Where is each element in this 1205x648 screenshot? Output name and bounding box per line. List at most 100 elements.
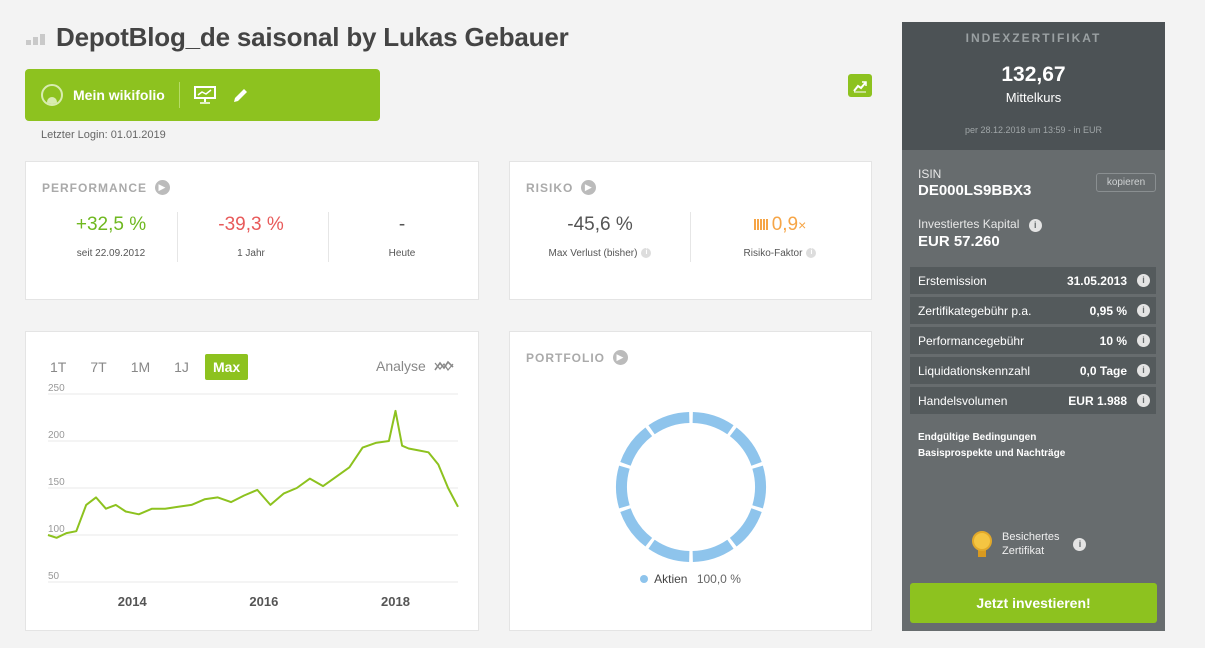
divider [177,212,178,262]
performance-1-year-value: -39,3 % [218,214,284,235]
x-tick-label: 2018 [381,594,410,609]
x-tick-label: 2014 [118,594,148,609]
detail-label: Liquidationskennzahl [918,363,1031,378]
info-icon[interactable]: i [806,248,817,259]
portfolio-heading: PORTFOLIO ▶ [526,350,628,365]
detail-value: 31.05.2013 [1066,273,1127,288]
detail-row-zertifikategebuehr: Zertifikategebühr p.a. 0,95 % i [910,297,1156,324]
performance-today-value: - [398,214,406,235]
besichert-badge: Besichertes Zertifikat i [972,530,1087,558]
kapital-label: Investiertes Kapital [918,217,1020,231]
info-icon[interactable]: i [1028,219,1042,232]
y-tick-label: 250 [48,383,65,394]
max-verlust-label: Max Verlust (bisher) [548,248,638,259]
max-verlust-value: -45,6 % [567,214,633,235]
portfolio-heading-label: PORTFOLIO [526,350,605,365]
donut-segment[interactable] [616,465,630,509]
performance-heading-label: PERFORMANCE [42,180,148,195]
analyse-label: Analyse [376,358,426,374]
badge-line-1: Besichertes [1002,531,1060,543]
detail-row-handelsvolumen: Handelsvolumen EUR 1.988 i [910,387,1156,414]
chevron-right-icon[interactable]: ▶ [613,350,628,365]
info-icon[interactable]: i [1137,334,1150,347]
risiko-faktor-suffix: × [798,217,807,233]
x-tick-label: 2016 [249,594,278,609]
performance-today-label: Heute [388,248,416,259]
tab-1t[interactable]: 1T [50,359,67,375]
chevron-right-icon[interactable]: ▶ [581,180,597,195]
donut-segment[interactable] [620,427,653,466]
performance-heading: PERFORMANCE ▶ [42,180,171,195]
bar-chart-icon [26,31,46,45]
info-icon[interactable]: i [1137,394,1150,407]
certificate-type: INDEXZERTIFIKAT [965,31,1102,45]
donut-segment[interactable] [648,539,690,562]
tab-1m[interactable]: 1M [130,359,151,375]
analyse-button[interactable]: Analyse [376,358,454,374]
kapital-value: EUR 57.260 [918,233,1000,250]
legend-value: 100,0 % [696,572,741,586]
performance-since-start-value: +32,5 % [75,214,147,235]
performance-today: - Heute [337,214,467,259]
performance-1-year: -39,3 % 1 Jahr [186,214,316,259]
info-icon[interactable]: i [641,248,652,259]
donut-segment[interactable] [692,412,734,435]
tab-1j[interactable]: 1J [174,359,189,375]
detail-label: Performancegebühr [918,333,1025,348]
detail-label: Handelsvolumen [918,393,1008,408]
donut-segment[interactable] [729,508,762,547]
link-basisprospekte[interactable]: Basisprospekte und Nachträge [918,448,1066,459]
portfolio-donut-chart [616,412,766,562]
chart-trend-icon[interactable] [848,74,872,97]
risiko-faktor-value: 0,9 [771,214,799,235]
price-value: 132,67 [1001,63,1066,86]
donut-segment[interactable] [752,465,766,509]
mein-wikifolio-button[interactable]: Mein wikifolio [25,69,165,121]
invest-button[interactable]: Jetzt investieren! [910,583,1157,623]
y-tick-label: 200 [48,430,65,441]
info-icon[interactable]: i [1137,304,1150,317]
info-icon[interactable]: i [1137,364,1150,377]
legend-swatch [640,575,649,583]
info-icon[interactable]: i [1073,537,1087,551]
link-endgueltige-bedingungen[interactable]: Endgültige Bedingungen [918,432,1037,443]
donut-segment[interactable] [729,427,762,466]
detail-row-performancegebuehr: Performancegebühr 10 % i [910,327,1156,354]
chevron-right-icon[interactable]: ▶ [155,180,171,195]
donut-segment[interactable] [648,412,690,435]
y-tick-label: 50 [48,571,60,582]
user-icon [41,84,63,106]
risiko-heading-label: RISIKO [526,180,574,195]
performance-line-chart: 50 100 150 200 250 2014 2016 2018 [47,383,459,609]
info-icon[interactable]: i [1137,274,1150,287]
series-line [47,409,459,539]
y-tick-label: 150 [48,477,65,488]
risiko-faktor-label: Risiko-Faktor [743,248,803,259]
page-title: DepotBlog_de saisonal by Lukas Gebauer [56,22,569,52]
detail-label: Zertifikategebühr p.a. [918,303,1032,318]
presentation-icon[interactable] [193,86,216,104]
timeframe-tabs: 1T 7T 1M 1J Max [42,354,256,380]
mein-wikifolio-label: Mein wikifolio [73,87,165,103]
divider [690,212,691,262]
tab-7t[interactable]: 7T [90,359,107,375]
y-tick-label: 100 [48,524,65,535]
performance-card: PERFORMANCE ▶ +32,5 % seit 22.09.2012 -3… [25,161,479,300]
price-date: per 28.12.2018 um 13:59 - in EUR [964,125,1103,135]
detail-label: Erstemission [918,273,987,288]
risiko-heading: RISIKO ▶ [526,180,597,195]
copy-isin-button[interactable]: kopieren [1096,173,1156,192]
portfolio-card: PORTFOLIO ▶ Aktien 100,0 % [509,331,872,631]
performance-since-start: +32,5 % seit 22.09.2012 [46,214,176,259]
performance-since-start-label: seit 22.09.2012 [76,248,146,259]
tab-max[interactable]: Max [204,354,249,380]
risk-scale-icon [753,219,768,231]
donut-segment[interactable] [620,508,653,547]
isin-label: ISIN [918,167,942,181]
performance-1-year-label: 1 Jahr [237,248,265,259]
donut-segment[interactable] [692,539,734,562]
certificate-sidebar: INDEXZERTIFIKAT 132,67 Mittelkurs per 28… [902,22,1165,631]
legend-label: Aktien [654,572,688,586]
max-verlust: -45,6 % Max Verlust (bisher) i [520,214,680,259]
edit-pencil-icon[interactable] [232,86,250,104]
